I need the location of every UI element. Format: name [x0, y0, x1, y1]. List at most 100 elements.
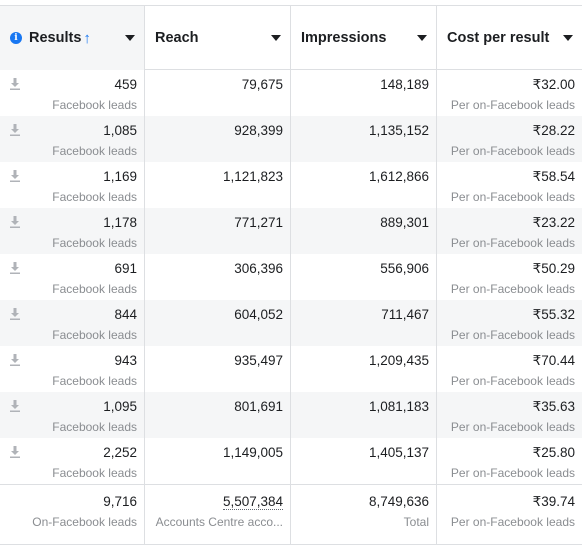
results-cell: 459 Facebook leads	[0, 70, 145, 116]
cost-value: ₹28.22	[532, 123, 575, 138]
impressions-value: 889,301	[380, 215, 429, 230]
cost-label: Per on-Facebook leads	[450, 144, 575, 158]
cost-value: ₹58.54	[532, 169, 575, 184]
chevron-down-icon[interactable]	[125, 35, 135, 41]
download-icon[interactable]	[10, 170, 20, 182]
cost-label: Per on-Facebook leads	[450, 420, 575, 434]
reach-cell: 771,271	[145, 208, 291, 254]
download-icon[interactable]	[10, 124, 20, 136]
reach-cell: 935,497	[145, 346, 291, 392]
results-cell: 2,252 Facebook leads	[0, 438, 145, 484]
results-label: Facebook leads	[52, 328, 137, 342]
impressions-value: 1,209,435	[368, 353, 429, 368]
cost-cell: ₹58.54 Per on-Facebook leads	[437, 162, 582, 208]
results-value: 459	[114, 77, 137, 92]
chevron-down-icon[interactable]	[563, 35, 573, 41]
results-label: Facebook leads	[52, 374, 137, 388]
reach-value: 1,149,005	[222, 445, 283, 460]
impressions-cell: 711,467	[291, 300, 437, 346]
results-value: 1,095	[103, 399, 137, 414]
cost-label: Per on-Facebook leads	[450, 374, 575, 388]
results-label: Facebook leads	[52, 98, 137, 112]
cost-cell: ₹23.22 Per on-Facebook leads	[437, 208, 582, 254]
column-label: Cost per result	[447, 30, 550, 46]
impressions-value: 1,135,152	[368, 123, 429, 138]
column-header-reach[interactable]: Reach	[145, 6, 291, 70]
reach-cell: 1,121,823	[145, 162, 291, 208]
chevron-down-icon[interactable]	[271, 35, 281, 41]
cost-value: ₹23.22	[532, 215, 575, 230]
total-reach[interactable]: 5,507,384	[145, 494, 283, 510]
download-icon[interactable]	[10, 262, 20, 274]
cost-label: Per on-Facebook leads	[450, 236, 575, 250]
cost-cell: ₹32.00 Per on-Facebook leads	[437, 70, 582, 116]
results-label: Facebook leads	[52, 144, 137, 158]
reach-value: 1,121,823	[222, 169, 283, 184]
results-label: Facebook leads	[52, 190, 137, 204]
table-row[interactable]: 844 Facebook leads 604,052 711,467 ₹55.32 Per…	[0, 300, 582, 346]
column-label: Reach	[155, 30, 199, 46]
impressions-cell: 1,209,435	[291, 346, 437, 392]
cost-value: ₹25.80	[532, 445, 575, 460]
cost-label: Per on-Facebook leads	[450, 328, 575, 342]
results-label: Facebook leads	[52, 282, 137, 296]
impressions-value: 1,081,183	[368, 399, 429, 414]
table-row[interactable]: 691 Facebook leads 306,396 556,906 ₹50.29 Per…	[0, 254, 582, 300]
column-header-impressions[interactable]: Impressions	[291, 6, 437, 70]
impressions-cell: 1,135,152	[291, 116, 437, 162]
reach-value: 801,691	[234, 399, 283, 414]
download-icon[interactable]	[10, 308, 20, 320]
table-row[interactable]: 1,169 Facebook leads 1,121,823 1,612,866 ₹58…	[0, 162, 582, 208]
results-value: 1,178	[103, 215, 137, 230]
reach-value: 935,497	[234, 353, 283, 368]
column-label: Results	[29, 30, 82, 46]
results-value: 943	[114, 353, 137, 368]
impressions-value: 1,612,866	[368, 169, 429, 184]
info-icon[interactable]: i	[10, 32, 22, 44]
impressions-value: 148,189	[380, 77, 429, 92]
download-icon[interactable]	[10, 446, 20, 458]
results-cell: 943 Facebook leads	[0, 346, 145, 392]
cost-value: ₹50.29	[532, 261, 575, 276]
results-cell: 1,169 Facebook leads	[0, 162, 145, 208]
column-header-cost-per-result[interactable]: Cost per result	[437, 6, 582, 70]
table-row[interactable]: 1,095 Facebook leads 801,691 1,081,183 ₹35.6…	[0, 392, 582, 438]
reach-cell: 604,052	[145, 300, 291, 346]
download-icon[interactable]	[10, 216, 20, 228]
results-label: Facebook leads	[52, 466, 137, 480]
table-header: i Results ↑ Reach Impressions Cost per r…	[0, 6, 582, 70]
download-icon[interactable]	[10, 78, 20, 90]
impressions-cell: 556,906	[291, 254, 437, 300]
results-cell: 1,085 Facebook leads	[0, 116, 145, 162]
download-icon[interactable]	[10, 400, 20, 412]
totals-reach-cell: 5,507,384 Accounts Centre acco...	[145, 485, 291, 545]
table-row[interactable]: 2,252 Facebook leads 1,149,005 1,405,137 ₹25…	[0, 438, 582, 484]
totals-row: 9,716 On-Facebook leads 5,507,384 Accoun…	[0, 484, 582, 545]
table-row[interactable]: 943 Facebook leads 935,497 1,209,435 ₹70.44 P…	[0, 346, 582, 392]
impressions-value: 556,906	[380, 261, 429, 276]
totals-cost-cell: ₹39.74 Per on-Facebook leads	[437, 485, 582, 545]
cost-label: Per on-Facebook leads	[450, 190, 575, 204]
total-reach-value[interactable]: 5,507,384	[222, 494, 283, 510]
reach-cell: 801,691	[145, 392, 291, 438]
impressions-cell: 1,081,183	[291, 392, 437, 438]
total-cost-label: Per on-Facebook leads	[450, 515, 575, 529]
impressions-value: 711,467	[381, 307, 429, 322]
cost-value: ₹70.44	[532, 353, 575, 368]
chevron-down-icon[interactable]	[417, 35, 427, 41]
reach-value: 604,052	[234, 307, 283, 322]
cost-value: ₹32.00	[532, 77, 575, 92]
reach-value: 771,271	[234, 215, 283, 230]
download-icon[interactable]	[10, 354, 20, 366]
cost-cell: ₹50.29 Per on-Facebook leads	[437, 254, 582, 300]
column-header-results[interactable]: i Results ↑	[0, 6, 145, 70]
results-table: i Results ↑ Reach Impressions Cost per r…	[0, 5, 582, 545]
impressions-cell: 148,189	[291, 70, 437, 116]
results-cell: 691 Facebook leads	[0, 254, 145, 300]
table-row[interactable]: 1,178 Facebook leads 771,271 889,301 ₹23.22 P…	[0, 208, 582, 254]
results-cell: 1,095 Facebook leads	[0, 392, 145, 438]
table-row[interactable]: 1,085 Facebook leads 928,399 1,135,152 ₹28.2…	[0, 116, 582, 162]
table-row[interactable]: 459 Facebook leads 79,675 148,189 ₹32.00 Per …	[0, 70, 582, 116]
cost-value: ₹35.63	[532, 399, 575, 414]
total-reach-label: Accounts Centre acco...	[155, 515, 283, 529]
